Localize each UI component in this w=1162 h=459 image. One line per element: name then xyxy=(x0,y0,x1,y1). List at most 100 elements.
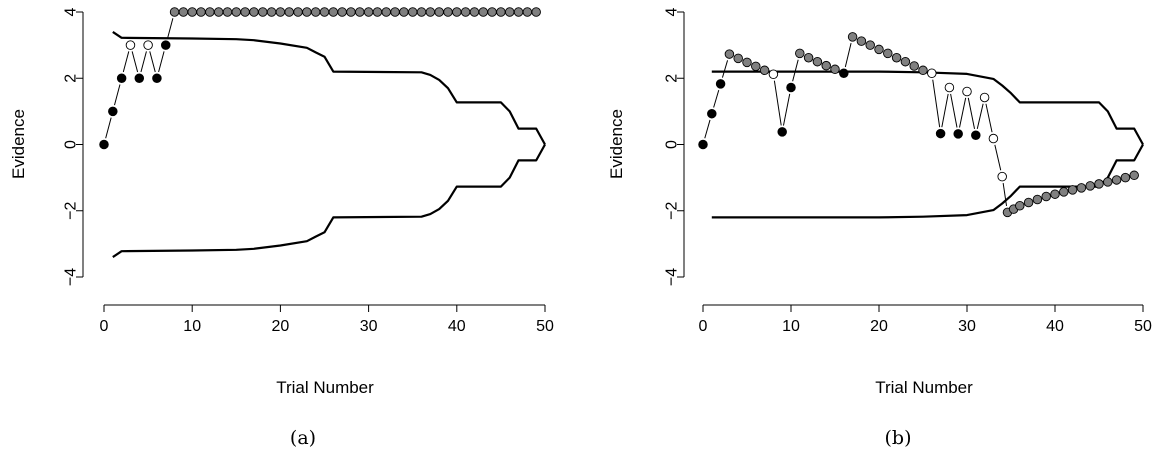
panel-b-lower-boundary xyxy=(711,143,1144,219)
panel-b-point-gray xyxy=(821,60,831,71)
panel-a: Evidence Trial Number (a) 0 10 20 30 40 50−4−… xyxy=(9,7,554,449)
panel-a-point-gray xyxy=(169,7,180,17)
panel-b-connector xyxy=(950,93,958,128)
panel-a-point-gray xyxy=(240,7,250,17)
panel-a-point-white xyxy=(143,40,153,50)
panel-b-connector xyxy=(959,97,967,128)
panel-a-point-black xyxy=(108,106,118,117)
panel-b-connector xyxy=(1002,182,1008,207)
panel-a-x-tick-label: 20 xyxy=(272,318,290,335)
panel-b-point-gray xyxy=(803,52,814,63)
panel-a-point-gray xyxy=(266,7,277,17)
panel-b-point-gray xyxy=(1120,172,1131,183)
panel-a-point-gray xyxy=(302,7,312,17)
panel-a-point-gray xyxy=(372,7,383,17)
panel-b-point-gray xyxy=(1015,201,1025,211)
panel-b-connector xyxy=(721,60,729,78)
panel-b-point-gray xyxy=(891,52,902,63)
panel-b-connector xyxy=(941,93,949,128)
panel-a-point-gray xyxy=(531,7,541,17)
panel-b-connector xyxy=(713,89,720,108)
panel-b-point-gray xyxy=(847,32,858,42)
panel-b-point-white xyxy=(962,86,972,97)
panel-a-point-gray xyxy=(434,7,444,17)
panel-a-point-gray xyxy=(346,7,356,17)
panel-b-ylabel: Evidence xyxy=(607,109,626,179)
panel-b-point-white xyxy=(997,171,1007,182)
panel-b-point-gray xyxy=(883,48,893,59)
panel-b-y-tick-label: 0 xyxy=(664,140,681,149)
panel-a-connector xyxy=(122,51,130,73)
panel-a-point-gray xyxy=(319,7,330,17)
panel-a-point-gray xyxy=(328,7,339,17)
panel-a-x-tick-label: 10 xyxy=(183,318,201,335)
panel-b-connector xyxy=(792,59,799,82)
panel-b-connector xyxy=(985,103,993,133)
panel-b-connector xyxy=(967,97,976,129)
panel-a-point-gray xyxy=(399,7,409,17)
panel-a-point-gray xyxy=(178,7,189,17)
panel-a-point-black xyxy=(134,73,145,83)
panel-a-connector xyxy=(114,84,121,106)
panel-b-point-gray xyxy=(742,57,752,68)
panel-b-point-gray xyxy=(830,64,840,75)
panel-a-point-black xyxy=(116,73,127,83)
panel-a-point-gray xyxy=(390,7,400,17)
panel-a-point-gray xyxy=(452,7,462,17)
panel-a-y-tick-label: 0 xyxy=(63,140,80,149)
panel-b-connector xyxy=(782,93,791,126)
panel-a-point-gray xyxy=(487,7,497,17)
panel-a-point-gray xyxy=(363,7,374,17)
panel-b-connector xyxy=(932,79,941,128)
panel-a-connector xyxy=(166,18,174,39)
panel-a-point-gray xyxy=(355,7,365,17)
panel-b-point-black xyxy=(786,82,796,93)
panel-b-point-gray xyxy=(1032,194,1043,205)
panel-b-connector xyxy=(773,80,782,126)
panel-b-point-white xyxy=(979,92,990,103)
panel-a-xlabel: Trial Number xyxy=(276,378,374,397)
panel-b-point-black xyxy=(777,127,787,137)
panel-b-point-gray xyxy=(733,53,743,64)
panel-a-point-gray xyxy=(275,7,286,17)
panel-a-connector xyxy=(140,51,147,73)
panel-b-point-gray xyxy=(1129,170,1139,181)
panel-a-y-tick-label: −2 xyxy=(63,202,80,220)
panel-b-x-tick-label: 40 xyxy=(1046,318,1064,335)
panel-b-point-gray xyxy=(1059,187,1069,197)
panel-b-connector xyxy=(704,119,711,139)
panel-b-point-black xyxy=(715,79,726,89)
panel-a-point-gray xyxy=(222,7,233,17)
panel-b-x-tick-label: 10 xyxy=(782,318,800,335)
panel-b-point-gray xyxy=(795,48,805,59)
panel-b-point-gray xyxy=(1103,177,1113,187)
panel-a-point-gray xyxy=(407,7,418,17)
panel-a-y-tick-label: 4 xyxy=(63,7,80,16)
panel-b-point-gray xyxy=(1076,183,1087,193)
panel-a-point-gray xyxy=(522,7,533,17)
panel-b-x-tick-label: 0 xyxy=(699,318,708,335)
panel-a-point-gray xyxy=(513,7,524,17)
panel-a-point-gray xyxy=(258,7,268,17)
panel-b-xlabel: Trial Number xyxy=(875,378,973,397)
panel-a-point-gray xyxy=(443,7,453,17)
panel-a-point-gray xyxy=(381,7,391,17)
panel-a-point-gray xyxy=(337,7,347,17)
panel-b-point-gray xyxy=(1041,191,1051,202)
panel-a-point-black xyxy=(160,40,171,50)
panel-b: Evidence Trial Number (b) 0 10 20 30 40 50−4−… xyxy=(607,7,1152,449)
panel-b-point-gray xyxy=(918,65,928,76)
panel-a-point-gray xyxy=(293,7,303,17)
panel-b-point-black xyxy=(698,139,708,150)
panel-b-point-black xyxy=(707,108,717,119)
panel-b-point-white xyxy=(768,69,779,80)
panel-b-point-gray xyxy=(1094,179,1104,189)
panel-a-x-tick-label: 0 xyxy=(100,318,109,335)
panel-b-point-gray xyxy=(724,49,735,59)
panel-b-connector xyxy=(994,144,1002,171)
panel-b-x-tick-label: 50 xyxy=(1134,318,1152,335)
panel-b-point-gray xyxy=(1111,175,1122,185)
panel-b-point-black xyxy=(839,68,849,79)
panel-a-point-gray xyxy=(196,7,206,17)
